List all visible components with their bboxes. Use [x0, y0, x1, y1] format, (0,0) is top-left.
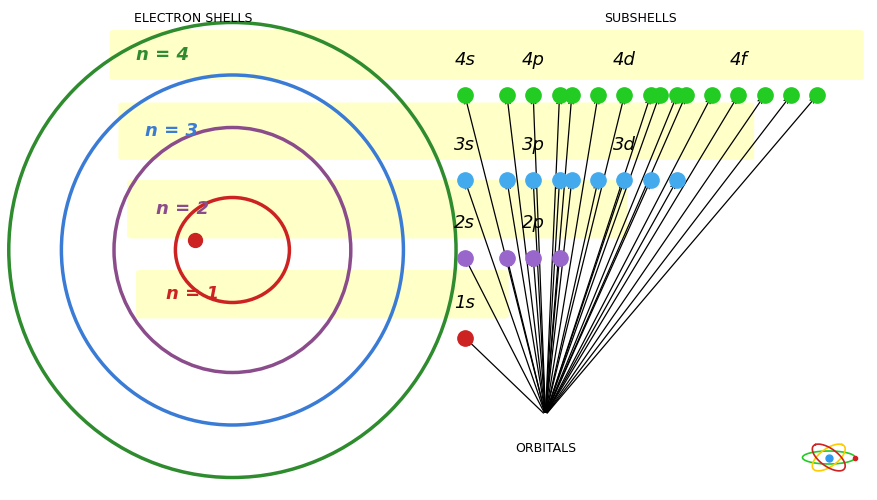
- Text: 3s: 3s: [454, 136, 475, 154]
- Text: 1s: 1s: [454, 294, 475, 312]
- Text: 2p: 2p: [522, 214, 545, 232]
- Text: 4p: 4p: [522, 51, 545, 69]
- FancyBboxPatch shape: [127, 180, 627, 238]
- Text: n = 2: n = 2: [156, 200, 209, 218]
- FancyBboxPatch shape: [136, 270, 509, 318]
- Text: 4s: 4s: [454, 51, 475, 69]
- FancyBboxPatch shape: [118, 102, 754, 160]
- Text: 3d: 3d: [613, 136, 636, 154]
- FancyBboxPatch shape: [110, 30, 864, 80]
- Text: 4f: 4f: [730, 51, 747, 69]
- Text: n = 3: n = 3: [145, 122, 197, 140]
- Text: 4d: 4d: [613, 51, 636, 69]
- Text: ELECTRON SHELLS: ELECTRON SHELLS: [133, 12, 253, 26]
- Text: 2s: 2s: [454, 214, 475, 232]
- Text: n = 4: n = 4: [136, 46, 189, 64]
- Text: 3p: 3p: [522, 136, 545, 154]
- Text: SUBSHELLS: SUBSHELLS: [604, 12, 676, 26]
- Text: n = 1: n = 1: [167, 285, 219, 303]
- Text: ORBITALS: ORBITALS: [515, 442, 576, 456]
